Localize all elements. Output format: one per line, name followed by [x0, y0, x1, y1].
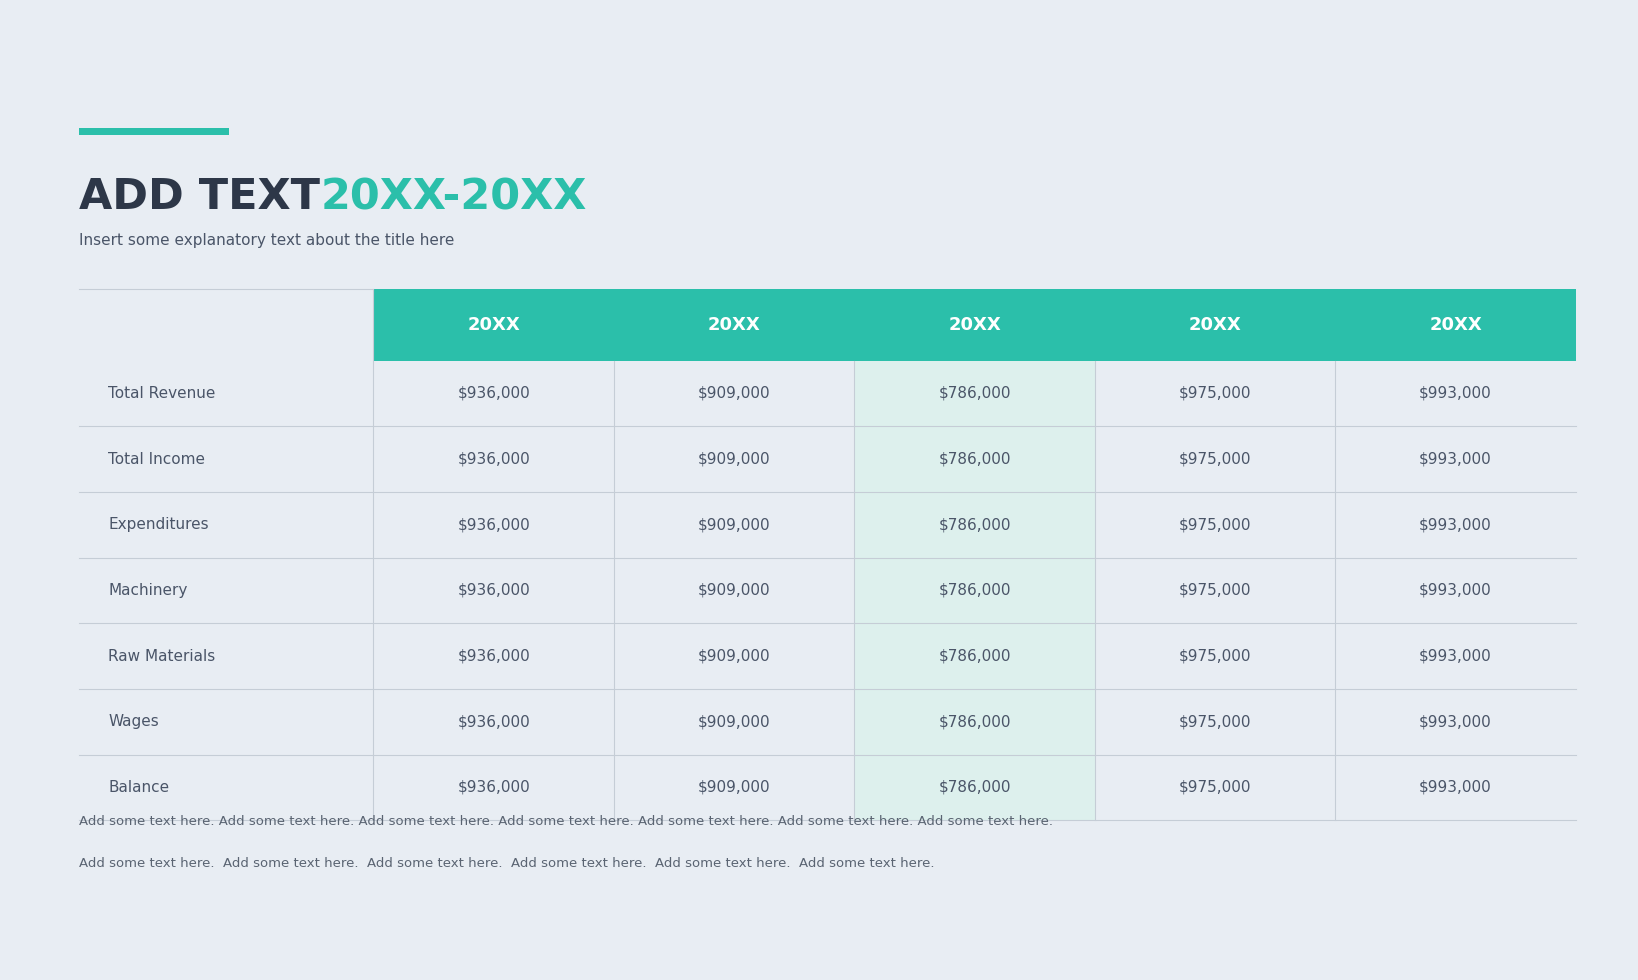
- Text: $936,000: $936,000: [457, 517, 531, 532]
- Text: $909,000: $909,000: [698, 517, 770, 532]
- Text: $993,000: $993,000: [1419, 517, 1492, 532]
- Text: $975,000: $975,000: [1179, 517, 1251, 532]
- Text: $993,000: $993,000: [1419, 386, 1492, 401]
- Text: $993,000: $993,000: [1419, 649, 1492, 663]
- Text: $936,000: $936,000: [457, 452, 531, 466]
- Text: Expenditures: Expenditures: [108, 517, 208, 532]
- Text: $909,000: $909,000: [698, 649, 770, 663]
- Text: $786,000: $786,000: [939, 386, 1011, 401]
- Text: $975,000: $975,000: [1179, 452, 1251, 466]
- Text: $936,000: $936,000: [457, 583, 531, 598]
- Text: 20XX-20XX: 20XX-20XX: [321, 176, 588, 219]
- Text: $909,000: $909,000: [698, 714, 770, 729]
- Text: $909,000: $909,000: [698, 780, 770, 795]
- Text: $993,000: $993,000: [1419, 452, 1492, 466]
- Text: $975,000: $975,000: [1179, 386, 1251, 401]
- Text: Raw Materials: Raw Materials: [108, 649, 215, 663]
- Text: Add some text here. Add some text here. Add some text here. Add some text here. : Add some text here. Add some text here. …: [79, 815, 1053, 828]
- Text: $909,000: $909,000: [698, 583, 770, 598]
- Text: $975,000: $975,000: [1179, 714, 1251, 729]
- Text: $909,000: $909,000: [698, 386, 770, 401]
- Text: $993,000: $993,000: [1419, 583, 1492, 598]
- Text: $786,000: $786,000: [939, 452, 1011, 466]
- Text: ADD TEXT: ADD TEXT: [79, 176, 334, 219]
- Text: $993,000: $993,000: [1419, 714, 1492, 729]
- Text: $936,000: $936,000: [457, 714, 531, 729]
- Text: $936,000: $936,000: [457, 386, 531, 401]
- Text: $786,000: $786,000: [939, 714, 1011, 729]
- Text: $993,000: $993,000: [1419, 780, 1492, 795]
- Text: $786,000: $786,000: [939, 517, 1011, 532]
- Text: $786,000: $786,000: [939, 649, 1011, 663]
- Text: $786,000: $786,000: [939, 583, 1011, 598]
- Text: $975,000: $975,000: [1179, 583, 1251, 598]
- Text: Insert some explanatory text about the title here: Insert some explanatory text about the t…: [79, 233, 454, 248]
- Text: 20XX: 20XX: [948, 316, 1001, 334]
- Text: $936,000: $936,000: [457, 649, 531, 663]
- Text: $975,000: $975,000: [1179, 649, 1251, 663]
- Text: 20XX: 20XX: [1189, 316, 1242, 334]
- Text: $909,000: $909,000: [698, 452, 770, 466]
- Text: 20XX: 20XX: [1428, 316, 1482, 334]
- Text: $936,000: $936,000: [457, 780, 531, 795]
- Text: $975,000: $975,000: [1179, 780, 1251, 795]
- Text: Machinery: Machinery: [108, 583, 187, 598]
- Text: 20XX: 20XX: [467, 316, 521, 334]
- Text: Wages: Wages: [108, 714, 159, 729]
- Text: Total Revenue: Total Revenue: [108, 386, 216, 401]
- Text: Total Income: Total Income: [108, 452, 205, 466]
- Text: Balance: Balance: [108, 780, 169, 795]
- Text: $786,000: $786,000: [939, 780, 1011, 795]
- Text: Add some text here.  Add some text here.  Add some text here.  Add some text her: Add some text here. Add some text here. …: [79, 857, 934, 869]
- Text: 20XX: 20XX: [708, 316, 760, 334]
